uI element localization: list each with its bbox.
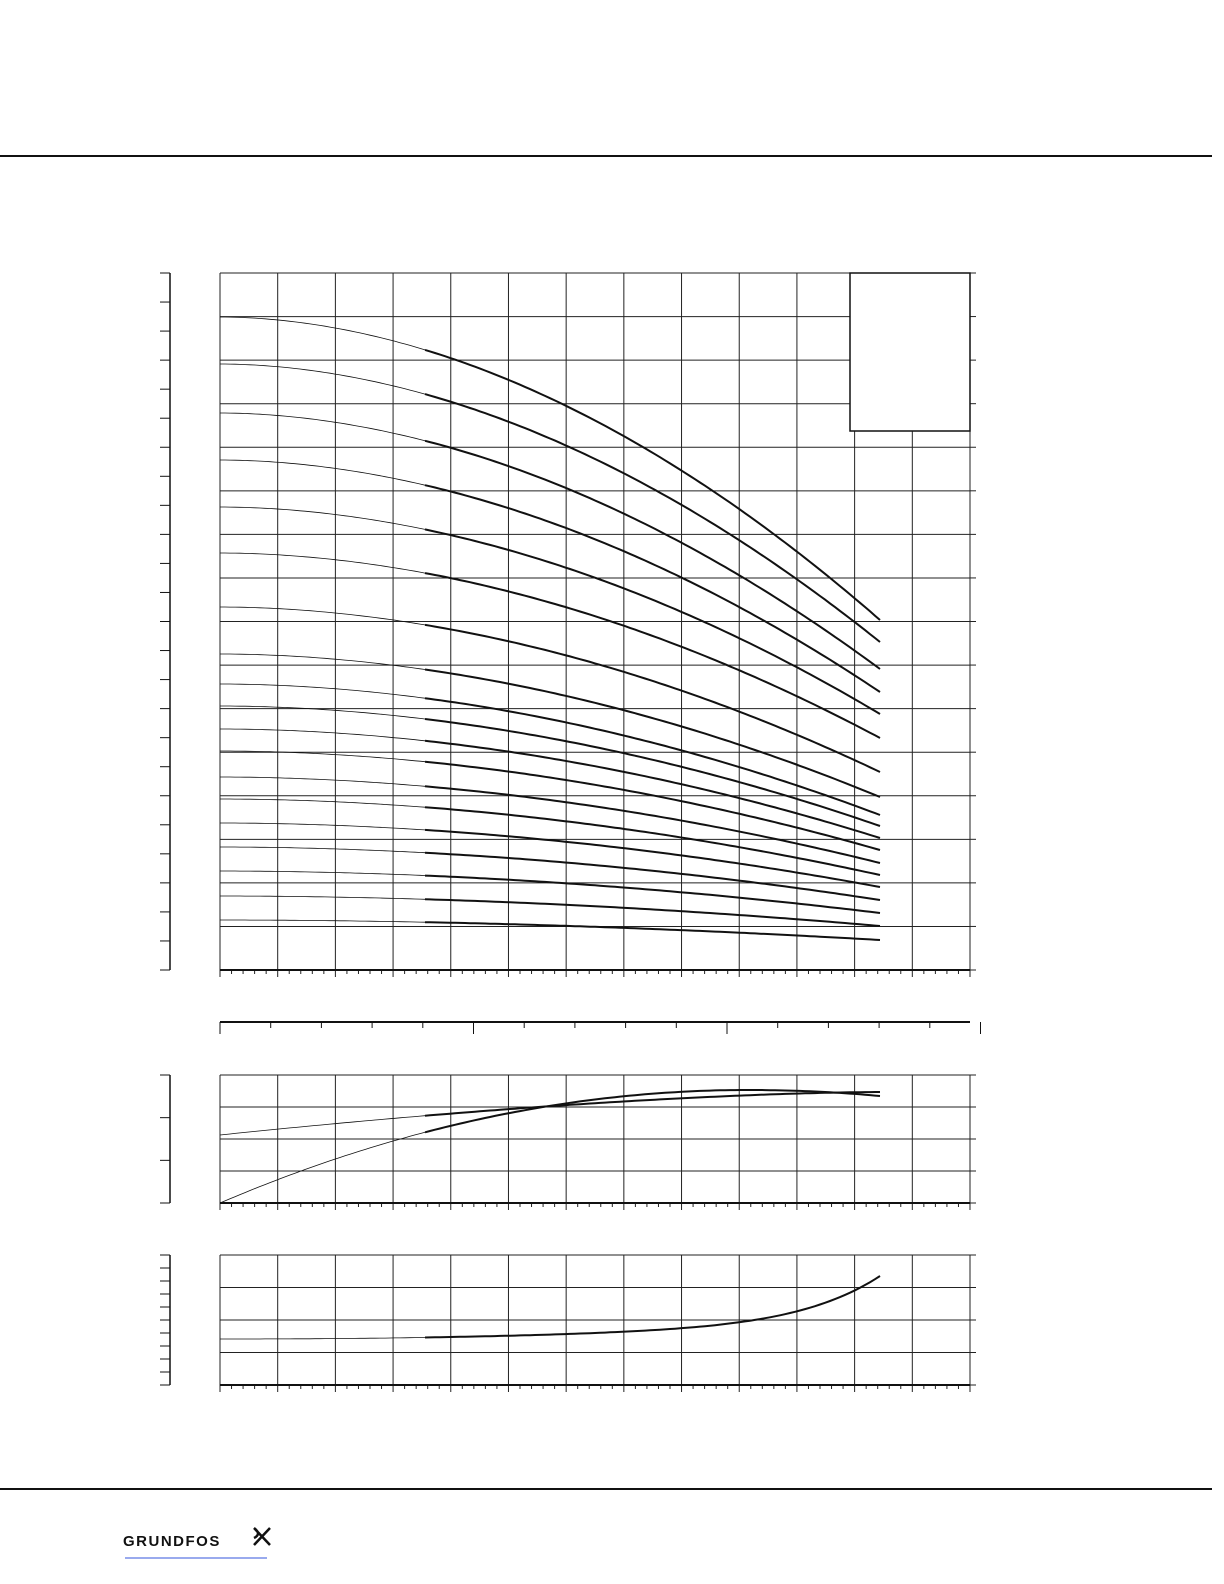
curve-thin	[220, 919, 426, 923]
curve-thin	[220, 506, 426, 530]
curve	[424, 348, 881, 621]
curve	[424, 484, 881, 693]
curve	[424, 874, 881, 914]
logo-icon	[253, 1527, 271, 1546]
curve	[424, 851, 881, 901]
curve-thin	[220, 316, 426, 351]
curve-thin	[220, 683, 426, 699]
curve	[424, 806, 881, 876]
curve	[424, 898, 881, 927]
curve	[424, 718, 881, 827]
curve-thin	[220, 653, 426, 670]
curve	[424, 921, 881, 941]
curve-thin	[220, 846, 426, 854]
curve	[424, 1091, 880, 1117]
curve-thin	[219, 1115, 426, 1136]
curve	[424, 623, 881, 773]
curve-thin	[220, 822, 426, 831]
curve	[424, 1089, 881, 1134]
curve	[424, 785, 881, 864]
curve-thin	[220, 705, 426, 720]
curve-thin	[220, 798, 426, 808]
logo-text: GRUNDFOS	[123, 1533, 221, 1550]
curve	[424, 760, 881, 851]
curve	[424, 393, 881, 643]
curve-thin	[220, 870, 426, 876]
curve-thin	[220, 895, 426, 900]
curve-thin	[219, 1131, 426, 1204]
curve-thin	[220, 363, 426, 395]
curve-thin	[220, 552, 426, 574]
curve-thin	[220, 776, 426, 787]
curve	[424, 572, 881, 739]
curve-thin	[220, 750, 426, 763]
curve	[424, 828, 881, 888]
legend-box	[849, 272, 971, 432]
curve-thin	[220, 459, 426, 486]
curve	[424, 739, 881, 839]
curve	[424, 439, 881, 670]
curve-thin	[220, 728, 426, 742]
curve	[424, 1275, 881, 1339]
curve-thin	[220, 606, 426, 626]
curve	[424, 697, 881, 816]
curve-thin	[220, 1337, 426, 1340]
curve	[424, 528, 881, 715]
curve	[424, 668, 881, 798]
curve-thin	[220, 412, 426, 442]
